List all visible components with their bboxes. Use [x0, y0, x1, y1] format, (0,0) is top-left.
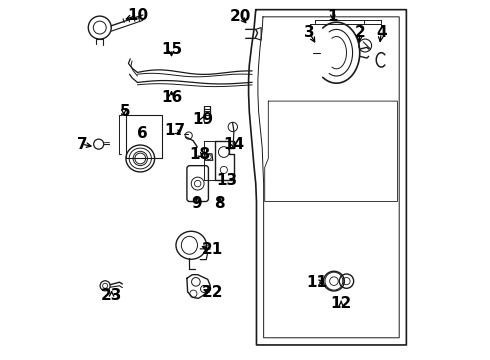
Text: 11: 11 — [306, 275, 327, 290]
Text: 16: 16 — [161, 90, 182, 105]
Text: 12: 12 — [330, 296, 352, 311]
Text: 2: 2 — [354, 26, 365, 40]
Text: 19: 19 — [192, 112, 213, 126]
Text: 9: 9 — [191, 196, 202, 211]
Text: 10: 10 — [127, 8, 148, 23]
Text: 4: 4 — [376, 26, 387, 40]
Text: 13: 13 — [217, 173, 238, 188]
Text: 18: 18 — [190, 147, 211, 162]
Text: 5: 5 — [120, 104, 130, 120]
Text: 3: 3 — [304, 26, 315, 40]
Text: 15: 15 — [161, 42, 182, 57]
Text: 1: 1 — [328, 9, 338, 24]
Text: 20: 20 — [230, 9, 251, 24]
Text: 6: 6 — [137, 126, 148, 141]
Text: 17: 17 — [165, 123, 186, 138]
Text: 7: 7 — [76, 137, 87, 152]
Text: 21: 21 — [202, 242, 223, 257]
Text: 22: 22 — [201, 285, 223, 301]
Text: 23: 23 — [101, 288, 122, 303]
Text: 14: 14 — [223, 138, 244, 152]
Text: 8: 8 — [215, 196, 225, 211]
